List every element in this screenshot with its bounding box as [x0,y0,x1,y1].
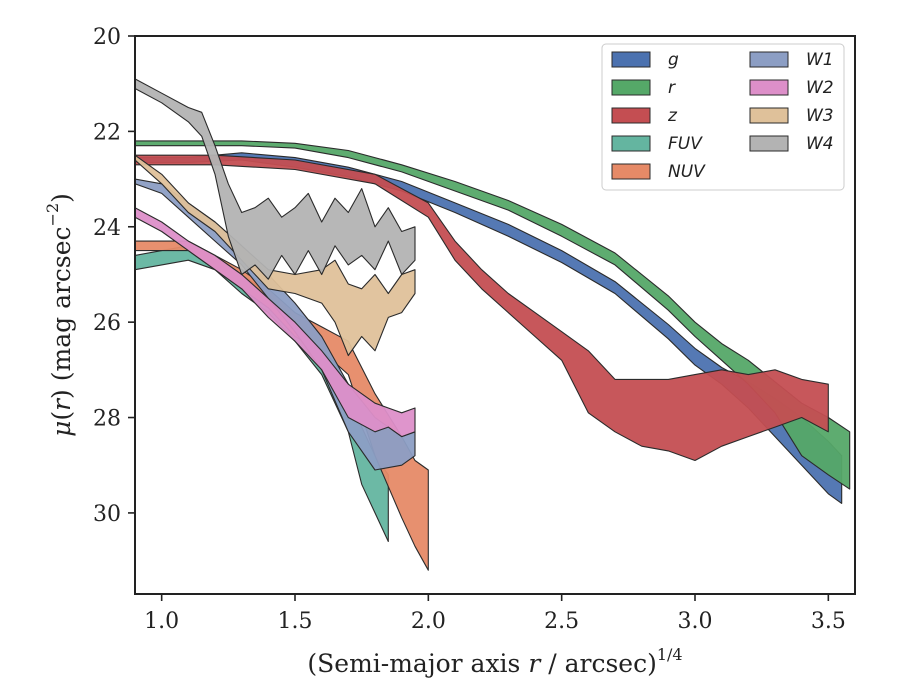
legend: grz FUV NUV W1 W2 W3 W4 [601,43,845,191]
y-tick-label: 26 [93,311,121,336]
y-tick-label: 30 [93,502,121,527]
legend-swatch-z [611,107,651,124]
series-layer [135,78,851,571]
series-band-z [135,154,829,462]
legend-label-g: g [668,50,679,70]
legend-swatch-g [611,51,651,68]
legend-swatch-fuv [611,135,651,152]
y-tick-label: 22 [93,120,121,145]
y-tick-label: 28 [93,407,121,432]
legend-swatch-w4 [749,135,789,152]
plot-frame [134,35,856,595]
legend-swatch-w1 [749,51,789,68]
series-band-g [135,152,843,504]
legend-swatch-w2 [749,79,789,96]
x-tick-label: 3.0 [678,609,713,634]
x-tick-label: 2.5 [544,609,579,634]
x-tick-label: 1.0 [144,609,179,634]
series-band-w2 [135,207,416,438]
axis-ticks: 1.0 1.5 2.0 2.5 3.0 3.5 20 22 24 26 28 30 [93,25,846,634]
legend-label-r: r [668,78,676,98]
x-tick-label: 3.5 [811,609,846,634]
x-tick-label: 2.0 [411,609,446,634]
legend-label-w2: W2 [806,78,834,98]
series-band-w4 [135,78,416,280]
legend-label-fuv: FUV [668,134,703,154]
legend-label-w1: W1 [806,50,834,70]
legend-swatch-w3 [749,107,789,124]
y-tick-label: 24 [93,216,121,241]
y-axis-title: μ(r) (mag arcsec−2) [43,193,76,437]
legend-label-nuv: NUV [668,162,706,182]
legend-label-z: z [667,106,678,126]
legend-swatch-nuv [611,163,651,180]
x-axis-title: (Semi-major axis r / arcsec)1/4 [307,645,682,678]
series-band-r [135,140,851,490]
y-tick-label: 20 [93,25,121,50]
legend-label-w4: W4 [806,134,834,154]
legend-label-w3: W3 [806,106,834,126]
x-tick-label: 1.5 [278,609,313,634]
legend-swatch-r [611,79,651,96]
